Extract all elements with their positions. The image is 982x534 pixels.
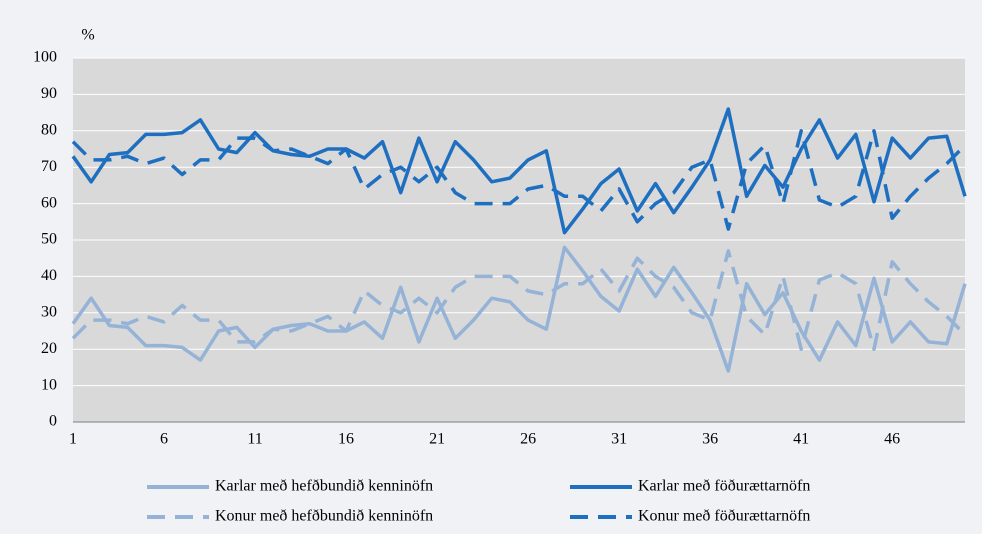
y-tick-label: 80	[41, 121, 57, 138]
x-tick-label: 36	[702, 431, 718, 448]
x-tick-label: 16	[338, 431, 354, 448]
x-tick-label: 31	[611, 431, 627, 448]
series-line	[71, 249, 967, 351]
x-tick-label: 11	[247, 431, 262, 448]
legend-label: Konur með föðurættarnöfn	[638, 508, 810, 525]
x-tick-label: 21	[429, 431, 445, 448]
y-tick-label: 90	[41, 85, 57, 102]
x-tick-label: 46	[884, 431, 900, 448]
legend-label: Konur með hefðbundið kenninöfn	[215, 508, 433, 525]
y-axis-label: %	[81, 27, 94, 44]
x-tick-label: 41	[793, 431, 809, 448]
series-line	[71, 245, 967, 373]
y-tick-label: 70	[41, 158, 57, 175]
y-tick-label: 0	[49, 413, 57, 430]
series-line	[71, 107, 967, 235]
x-tick-label: 26	[520, 431, 536, 448]
y-tick-label: 50	[41, 231, 57, 248]
y-tick-label: 10	[41, 376, 57, 393]
y-tick-label: 20	[41, 340, 57, 357]
y-tick-label: 30	[41, 303, 57, 320]
legend-label: Karlar með föðurættarnöfn	[638, 478, 810, 495]
x-tick-label: 1	[69, 431, 77, 448]
y-tick-label: 100	[33, 49, 57, 66]
legend-label: Karlar með hefðbundið kenninöfn	[215, 478, 433, 495]
y-tick-label: 60	[41, 194, 57, 211]
y-tick-label: 40	[41, 267, 57, 284]
series-line	[71, 129, 967, 231]
x-tick-label: 6	[160, 431, 168, 448]
